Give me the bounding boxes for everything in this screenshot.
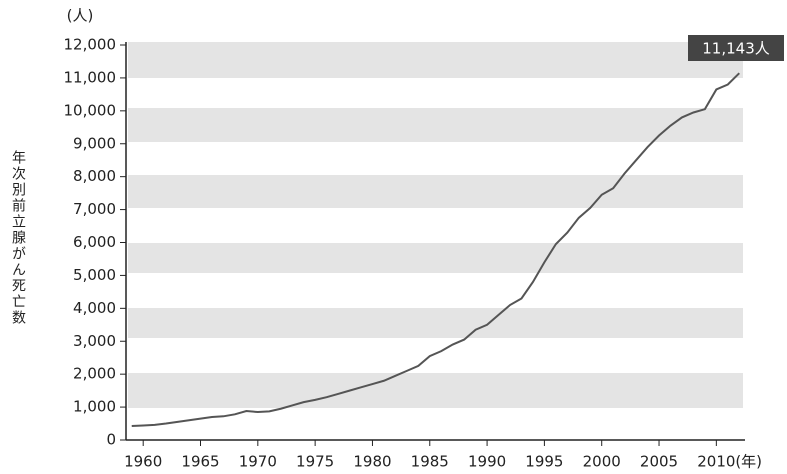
y-tick-label: 11,000 bbox=[64, 68, 117, 86]
x-tick-label: 1970 bbox=[239, 453, 277, 471]
x-tick-label: 1960 bbox=[124, 453, 162, 471]
y-tick-label: 9,000 bbox=[73, 134, 116, 152]
y-unit: (人) bbox=[67, 7, 94, 25]
y-tick-label: 0 bbox=[106, 431, 116, 449]
x-tick-label: 1975 bbox=[296, 453, 334, 471]
line bbox=[131, 72, 740, 428]
y-tick-label: 4,000 bbox=[73, 299, 116, 317]
annotation: 11,143人 bbox=[702, 40, 770, 58]
x-tick-label: 1980 bbox=[353, 453, 391, 471]
y-tick-label: 6,000 bbox=[73, 233, 116, 251]
x-tick-label: 2000 bbox=[583, 453, 621, 471]
y-tick-label: 12,000 bbox=[64, 36, 117, 54]
y-tick-label: 3,000 bbox=[73, 332, 116, 350]
y-tick-label: 1,000 bbox=[73, 398, 116, 416]
x-tick-label: 1965 bbox=[181, 453, 219, 471]
x-tick-label: 2010 bbox=[697, 453, 735, 471]
annotation-box bbox=[688, 35, 784, 61]
background-bands bbox=[128, 42, 743, 408]
x-tick-label: 2005 bbox=[640, 453, 678, 471]
y-tick-label: 8,000 bbox=[73, 167, 116, 185]
x-tick-label: 1995 bbox=[525, 453, 563, 471]
x-tick-label: 1985 bbox=[411, 453, 449, 471]
x-tick-label: 1990 bbox=[468, 453, 506, 471]
y-tick-label: 7,000 bbox=[73, 200, 116, 218]
y-tick-label: 5,000 bbox=[73, 266, 116, 284]
y-tick-label: 2,000 bbox=[73, 365, 116, 383]
x-axis-label: (年) bbox=[735, 453, 762, 471]
y-axis-label: 年次別前立腺がん死亡数 bbox=[10, 150, 26, 326]
y-tick-label: 10,000 bbox=[64, 101, 117, 119]
